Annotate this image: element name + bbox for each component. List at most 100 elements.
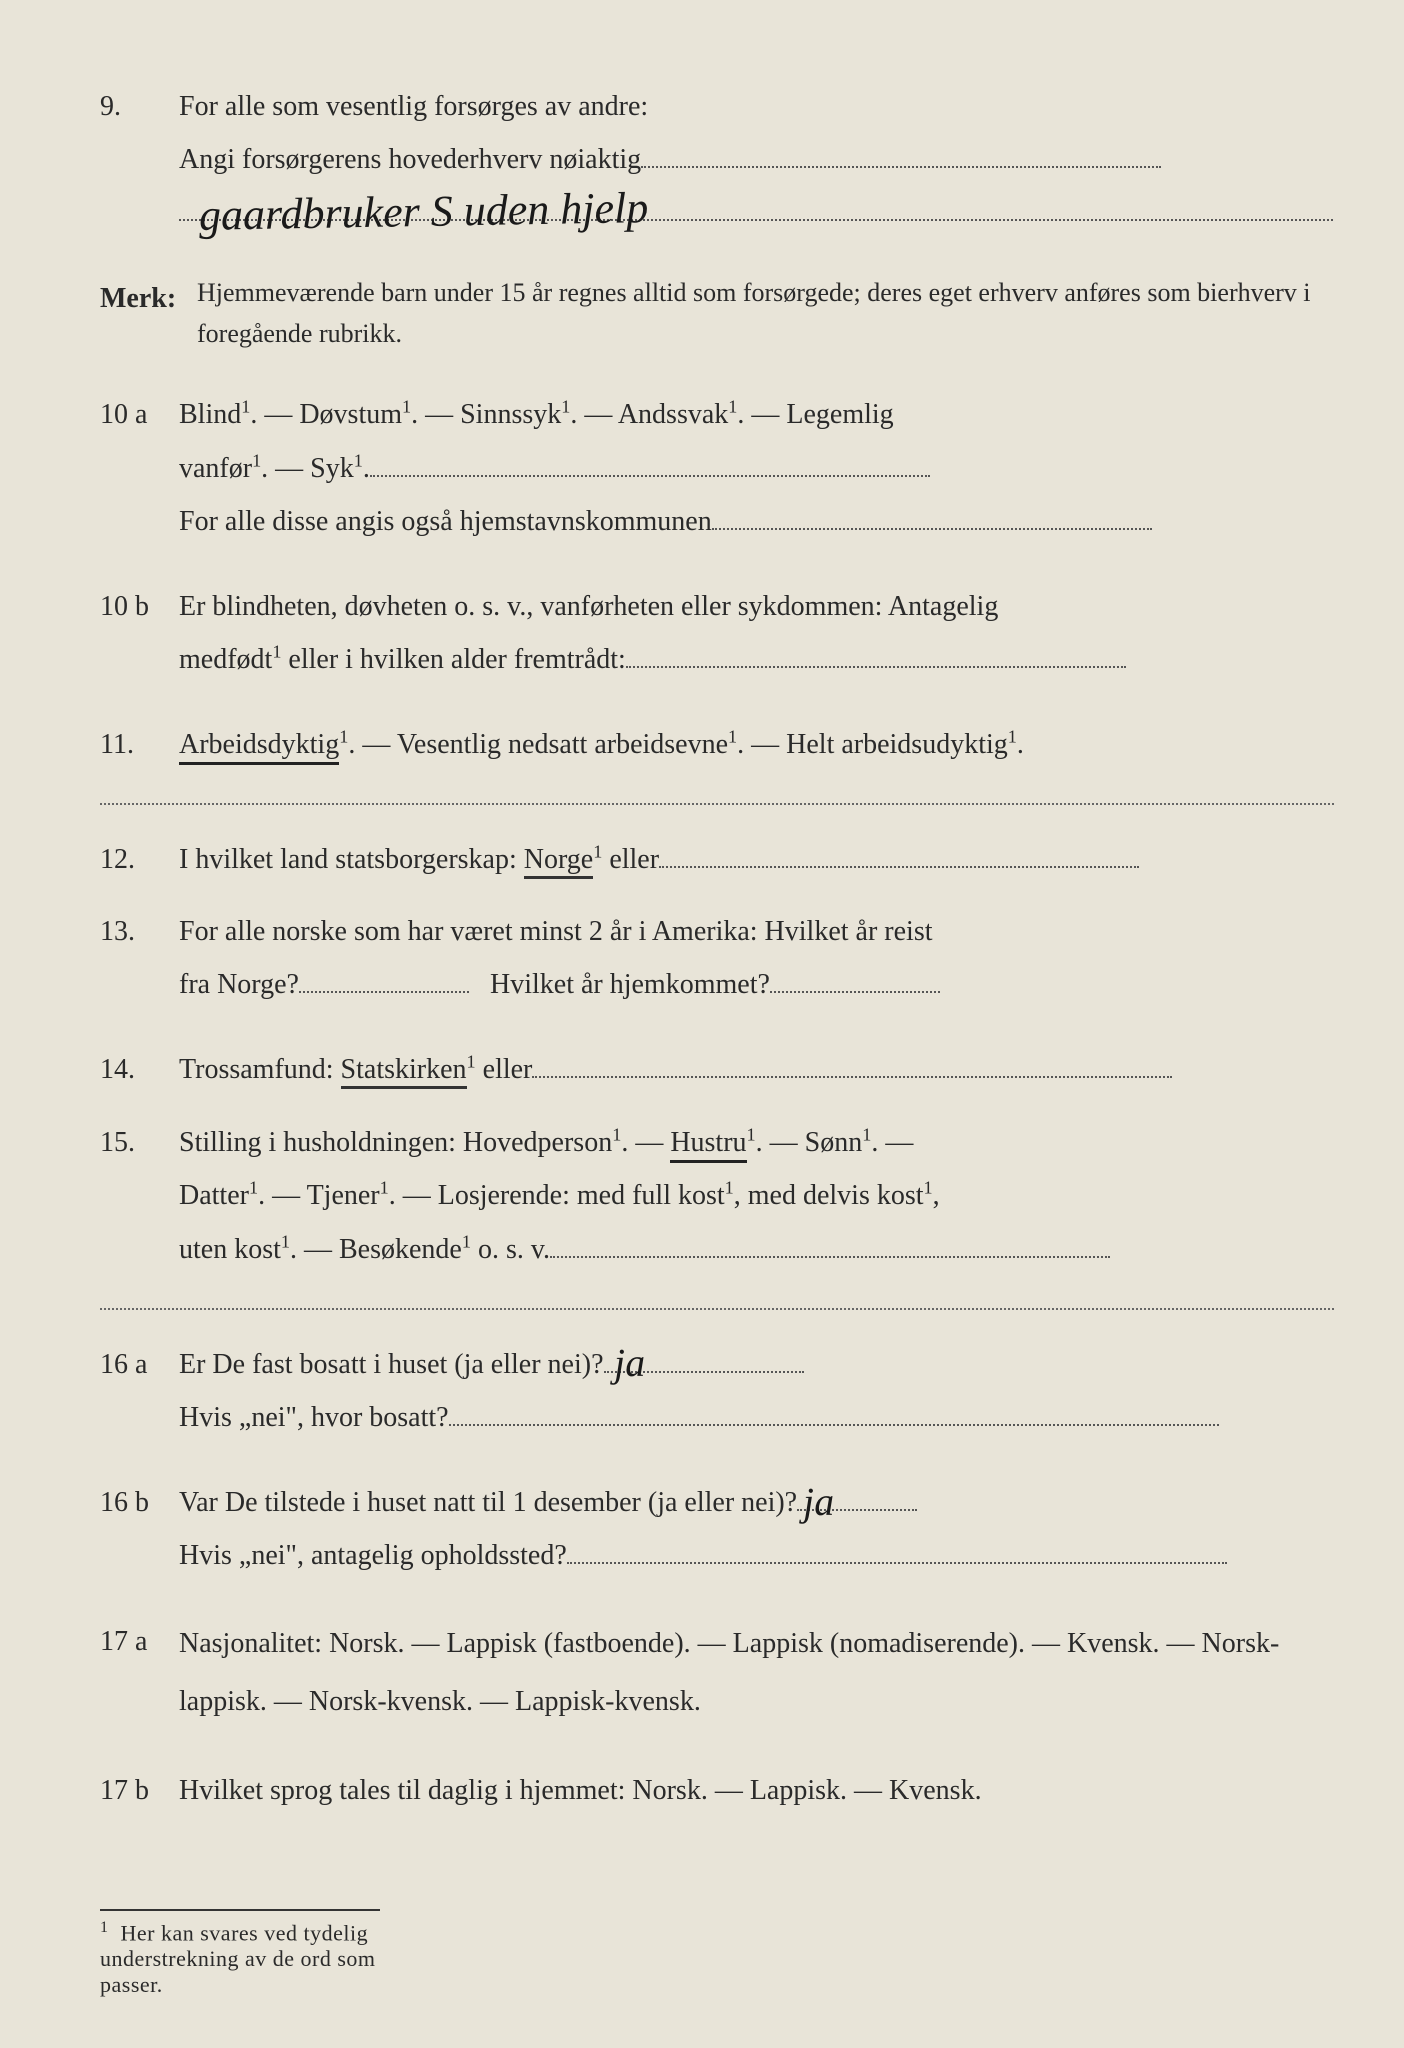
dash: . —: [621, 1127, 670, 1158]
q10a-blank: [370, 443, 930, 477]
q14-text1: Trossamfund:: [179, 1054, 341, 1085]
q10a-sinnssyk: Sinnssyk: [460, 399, 561, 430]
question-16b: 16 b Var De tilstede i huset natt til 1 …: [100, 1476, 1334, 1582]
q9-content: For alle som vesentlig forsørges av andr…: [179, 80, 1333, 240]
q14-content: Trossamfund: Statskirken1 eller: [179, 1043, 1333, 1096]
q16a-blank2: [449, 1392, 1219, 1426]
q10a-legemlig: Legemlig: [786, 399, 893, 430]
sup: 1: [924, 1178, 933, 1198]
question-12: 12. I hvilket land statsborgerskap: Norg…: [100, 833, 1334, 886]
q10a-andssvak: Andssvak: [618, 399, 728, 430]
q11-number: 11.: [100, 718, 172, 771]
q11-content: Arbeidsdyktig1. — Vesentlig nedsatt arbe…: [179, 718, 1333, 771]
q17a-number: 17 a: [100, 1615, 172, 1668]
q10b-line2b: eller i hvilken alder fremtrådt:: [281, 644, 625, 675]
question-10b: 10 b Er blindheten, døvheten o. s. v., v…: [100, 580, 1334, 686]
sup: 1: [725, 1178, 734, 1198]
question-11: 11. Arbeidsdyktig1. — Vesentlig nedsatt …: [100, 718, 1334, 771]
q14-statskirken: Statskirken: [341, 1054, 467, 1089]
dash: . —: [258, 1180, 307, 1211]
q15-hovedperson: Stilling i husholdningen: Hovedperson: [179, 1127, 612, 1158]
question-15: 15. Stilling i husholdningen: Hovedperso…: [100, 1116, 1334, 1276]
q10a-blank2: [712, 496, 1152, 530]
q10a-line3: For alle disse angis også hjemstavnskomm…: [179, 506, 712, 537]
question-16a: 16 a Er De fast bosatt i huset (ja eller…: [100, 1338, 1334, 1444]
sup: 1: [728, 727, 737, 747]
sup: 1: [612, 1125, 621, 1145]
question-13: 13. For alle norske som har været minst …: [100, 905, 1334, 1011]
sup: 1: [339, 727, 348, 747]
sup: 1: [747, 1125, 756, 1145]
merk-note: Merk: Hjemmeværende barn under 15 år reg…: [100, 272, 1334, 361]
dash: . —: [737, 399, 786, 430]
question-10a: 10 a Blind1. — Døvstum1. — Sinnssyk1. — …: [100, 388, 1334, 548]
sup: 1: [728, 397, 737, 417]
q12-number: 12.: [100, 833, 172, 886]
merk-text: Hjemmeværende barn under 15 år regnes al…: [197, 272, 1331, 355]
q16b-blank1: ja: [797, 1478, 917, 1512]
q12-norge: Norge: [524, 844, 593, 879]
footnote-text: Her kan svares ved tydelig understreknin…: [100, 1920, 376, 1997]
sup: 1: [281, 1231, 290, 1251]
q15-besokende: Besøkende: [339, 1234, 462, 1265]
q14-number: 14.: [100, 1043, 172, 1096]
q16a-blank1: ja: [604, 1339, 804, 1373]
q10b-content: Er blindheten, døvheten o. s. v., vanfør…: [179, 580, 1333, 686]
q9-number: 9.: [100, 80, 172, 133]
footnote-marker: 1: [100, 1919, 108, 1936]
q13-blank1: [299, 959, 469, 993]
merk-label: Merk:: [100, 272, 190, 325]
q9-blank1: [641, 135, 1161, 169]
q14-eller: eller: [476, 1054, 533, 1085]
sup: 1: [1008, 727, 1017, 747]
q10a-syk: Syk: [310, 453, 354, 484]
sup: 1: [561, 397, 570, 417]
q15-blank: [550, 1224, 1110, 1258]
q10b-line1: Er blindheten, døvheten o. s. v., vanfør…: [179, 591, 998, 622]
sup: 1: [462, 1231, 471, 1251]
q15-tjener: Tjener: [307, 1180, 380, 1211]
q13-hjemkommet: Hvilket år hjemkommet?: [490, 969, 770, 1000]
dash: . —: [261, 453, 310, 484]
q11-udyktig: Helt arbeidsudyktig: [786, 729, 1008, 760]
dash: . —: [250, 399, 299, 430]
q14-blank: [532, 1044, 1172, 1078]
q15-hustru: Hustru: [670, 1127, 746, 1163]
sup: 1: [862, 1125, 871, 1145]
q12-blank: [659, 835, 1139, 869]
q13-number: 13.: [100, 905, 172, 958]
q15-sonn: Sønn: [805, 1127, 863, 1158]
q16b-blank2: [567, 1531, 1227, 1565]
q10b-number: 10 b: [100, 580, 172, 633]
dash: . —: [290, 1234, 339, 1265]
q9-line1: For alle som vesentlig forsørges av andr…: [179, 91, 648, 122]
q15-number: 15.: [100, 1116, 172, 1169]
q10a-blind: Blind: [179, 399, 241, 430]
q16a-line1: Er De fast bosatt i huset (ja eller nei)…: [179, 1349, 604, 1380]
dash: . —: [411, 399, 460, 430]
q11-arbeidsdyktig: Arbeidsdyktig: [179, 729, 339, 765]
footnote: 1 Her kan svares ved tydelig understrekn…: [100, 1909, 380, 1998]
question-9: 9. For alle som vesentlig forsørges av a…: [100, 80, 1334, 240]
divider-2: [100, 1308, 1334, 1310]
q17b-number: 17 b: [100, 1764, 172, 1817]
q10a-vanfor: vanfør: [179, 453, 252, 484]
sup: 1: [252, 450, 261, 470]
question-14: 14. Trossamfund: Statskirken1 eller: [100, 1043, 1334, 1096]
q10b-blank: [626, 635, 1126, 669]
q16b-content: Var De tilstede i huset natt til 1 desem…: [179, 1476, 1333, 1582]
dash: . —: [756, 1127, 805, 1158]
q16a-line2: Hvis „nei", hvor bosatt?: [179, 1402, 449, 1433]
q16a-content: Er De fast bosatt i huset (ja eller nei)…: [179, 1338, 1333, 1444]
q10a-number: 10 a: [100, 388, 172, 441]
q15-datter: Datter: [179, 1180, 249, 1211]
q11-nedsatt: Vesentlig nedsatt arbeidsevne: [397, 729, 728, 760]
sup: 1: [354, 450, 363, 470]
q16b-line1: Var De tilstede i huset natt til 1 desem…: [179, 1487, 797, 1518]
q16a-hand: ja: [613, 1325, 645, 1402]
q13-franorge: fra Norge?: [179, 969, 299, 1000]
q16b-line2: Hvis „nei", antagelig opholdssted?: [179, 1540, 567, 1571]
q16a-number: 16 a: [100, 1338, 172, 1391]
q9-handwritten: gaardbruker S uden hjelp: [198, 166, 649, 257]
question-17b: 17 b Hvilket sprog tales til daglig i hj…: [100, 1764, 1334, 1817]
